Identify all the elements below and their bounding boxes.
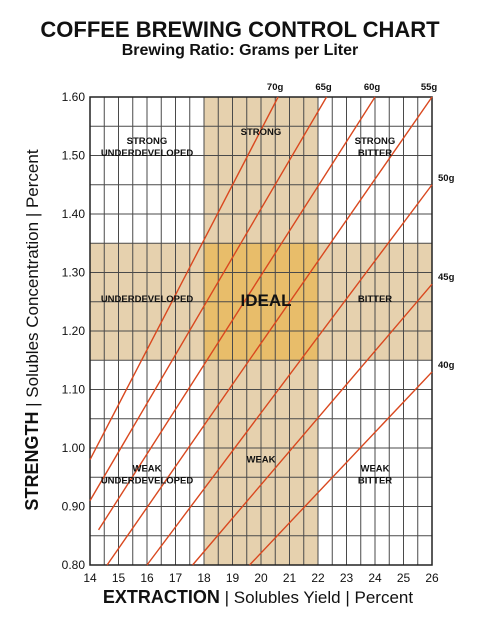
y-tick-label: 0.90 — [62, 500, 86, 514]
x-tick-label: 25 — [397, 571, 411, 585]
x-tick-label: 21 — [283, 571, 297, 585]
y-tick-labels: 0.80 0.90 1.00 1.10 1.20 1.30 1.40 1.50 1.60 — [62, 90, 86, 572]
y-axis-title-bold: STRENGTH — [22, 412, 42, 511]
x-tick-label: 24 — [368, 571, 382, 585]
ratio-label-70g: 70g — [267, 82, 284, 93]
zone-label-line: UNDERDEVELOPED — [101, 475, 194, 486]
zone-label-line: WEAK — [132, 463, 161, 474]
zone-label-line: UNDERDEVELOPED — [101, 148, 194, 159]
x-tick-labels: 14 15 16 17 18 19 20 21 22 23 24 25 26 — [83, 571, 439, 585]
y-axis-title: STRENGTH | Solubles Concentration | Perc… — [22, 149, 42, 510]
zone-label-line: BITTER — [358, 475, 392, 486]
ratio-line-65g — [89, 96, 328, 502]
ideal-label: IDEAL — [241, 291, 292, 310]
ratio-line-55g — [106, 96, 433, 566]
y-axis-sep-1: | — [23, 398, 42, 412]
x-tick-label: 22 — [311, 571, 325, 585]
x-axis-sep-1: | — [220, 588, 234, 607]
zone-label: BITTER — [358, 294, 392, 305]
ratio-label-45g: 45g — [438, 272, 455, 283]
y-tick-label: 1.10 — [62, 383, 86, 397]
plot-frame — [89, 96, 433, 566]
y-axis-title-unit: Percent — [23, 149, 42, 208]
x-tick-label: 15 — [112, 571, 126, 585]
zone-label-line: STRONG — [127, 136, 168, 147]
zone-label: WEAK UNDERDEVELOPED — [101, 463, 194, 486]
zone-label: WEAK — [246, 455, 275, 466]
grid-lines — [89, 96, 433, 566]
y-tick-label: 1.40 — [62, 207, 86, 221]
zone-label: WEAK BITTER — [358, 463, 392, 486]
ratio-label-50g: 50g — [438, 173, 455, 184]
y-tick-label: 1.50 — [62, 149, 86, 163]
zone-label-line: WEAK — [246, 455, 275, 466]
x-axis-title-text: Solubles Yield — [234, 588, 341, 607]
x-tick-label: 14 — [83, 571, 97, 585]
x-tick-label: 20 — [254, 571, 268, 585]
ratio-line-50g — [146, 184, 433, 566]
y-axis-sep-2: | — [23, 208, 42, 222]
x-tick-label: 26 — [425, 571, 439, 585]
ratio-line-60g — [97, 96, 376, 531]
zone-label-line: BITTER — [358, 148, 392, 159]
zone-label: STRONG BITTER — [355, 136, 396, 159]
ratio-line-45g — [192, 283, 433, 566]
ratio-label-55g: 55g — [421, 82, 438, 93]
zone-label: STRONG UNDERDEVELOPED — [101, 136, 194, 159]
y-tick-label: 1.60 — [62, 90, 86, 104]
x-tick-label: 18 — [197, 571, 211, 585]
x-tick-label: 17 — [169, 571, 183, 585]
x-axis-title-unit: Percent — [354, 588, 413, 607]
y-tick-label: 1.20 — [62, 324, 86, 338]
zone-label: STRONG — [241, 127, 282, 138]
x-axis-sep-2: | — [341, 588, 355, 607]
zone-label-line: STRONG — [355, 136, 396, 147]
y-tick-label: 1.00 — [62, 441, 86, 455]
chart-subtitle: Brewing Ratio: Grams per Liter — [122, 42, 359, 59]
zone-label: UNDERDEVELOPED — [101, 294, 194, 305]
y-tick-label: 0.80 — [62, 558, 86, 572]
zone-label-line: UNDERDEVELOPED — [101, 294, 194, 305]
zone-label-line: STRONG — [241, 127, 282, 138]
x-axis-title-bold: EXTRACTION — [103, 587, 220, 607]
y-axis-title-text: Solubles Concentration — [23, 222, 42, 398]
zone-label-line: WEAK — [360, 463, 389, 474]
x-tick-label: 16 — [140, 571, 154, 585]
ratio-label-60g: 60g — [364, 82, 381, 93]
ratio-lines: 70g 65g 60g 55g 50g 45g 40g — [89, 82, 455, 566]
ratio-line-70g — [89, 96, 279, 461]
x-tick-label: 19 — [226, 571, 240, 585]
ratio-label-40g: 40g — [438, 360, 455, 371]
ratio-line-40g — [249, 371, 433, 566]
chart-title: COFFEE BREWING CONTROL CHART — [40, 17, 440, 42]
zone-label-line: BITTER — [358, 294, 392, 305]
y-tick-label: 1.30 — [62, 266, 86, 280]
ratio-label-65g: 65g — [315, 82, 332, 93]
x-tick-label: 23 — [340, 571, 354, 585]
x-axis-title: EXTRACTION | Solubles Yield | Percent — [103, 587, 413, 607]
